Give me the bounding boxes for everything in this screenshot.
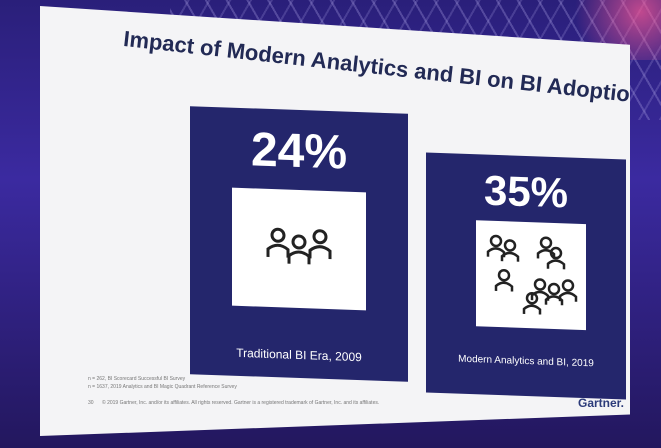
- page-number: 30: [88, 400, 94, 406]
- footnote-2: n = 1637, 2019 Analytics and BI Magic Qu…: [88, 384, 237, 390]
- copyright-notice: © 2019 Gartner, Inc. and/or its affiliat…: [102, 400, 380, 406]
- footnote-1: n = 262, BI Scorecard Successful BI Surv…: [88, 376, 186, 382]
- percent-2019: 35%: [483, 166, 569, 217]
- caption-2019: Modern Analytics and BI, 2019: [458, 353, 594, 370]
- projection-screen: Impact of Modern Analytics and BI on BI …: [40, 6, 630, 436]
- people-group-icon: [266, 227, 332, 265]
- people-box-2019: [476, 220, 586, 331]
- percent-2009: 24%: [250, 123, 348, 180]
- panel-2019: 35% Modern Analytics and BI, 2019: [426, 152, 626, 400]
- people-crowd-icon: [486, 234, 578, 315]
- people-box-2009: [232, 187, 366, 311]
- gartner-logo: Gartner.: [578, 396, 625, 410]
- panel-2009: 24% Traditional BI Era, 2009: [190, 106, 408, 382]
- caption-2009: Traditional BI Era, 2009: [236, 345, 362, 365]
